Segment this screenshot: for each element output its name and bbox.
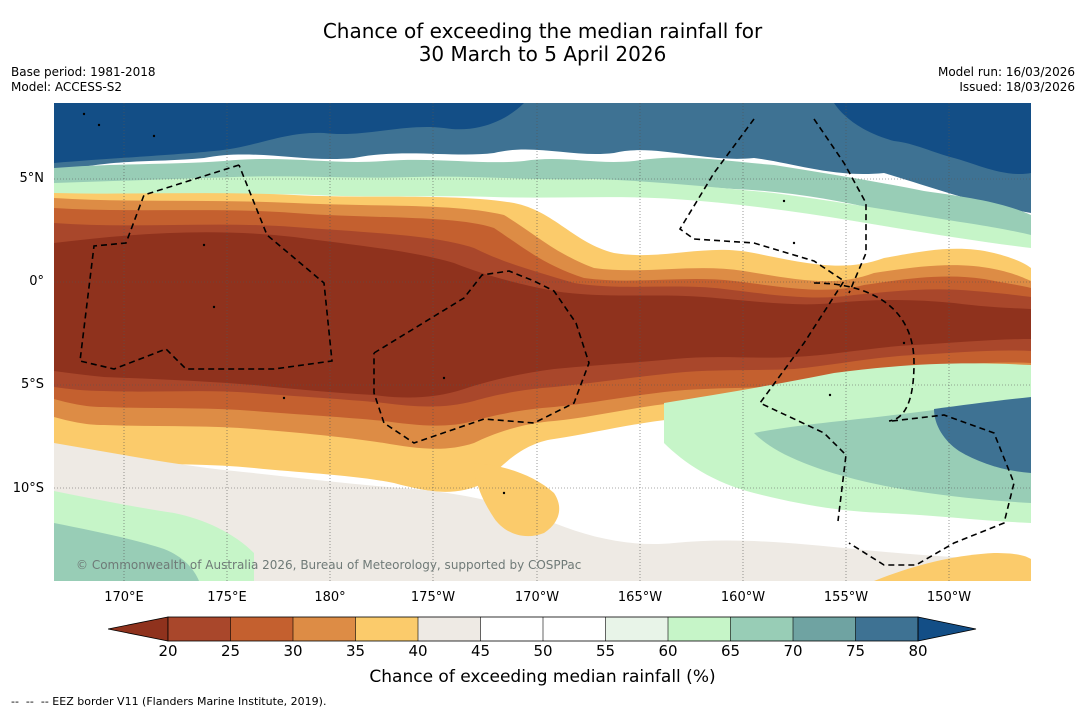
colorbar-swatch-50-55 (543, 617, 606, 641)
lon-label-175w: 175°W (410, 590, 456, 605)
colorbar-tick: 30 (283, 642, 303, 660)
lon-label-175e: 175°E (207, 590, 247, 605)
copyright-credit: © Commonwealth of Australia 2026, Bureau… (76, 558, 582, 572)
colorbar-tick: 80 (908, 642, 928, 660)
model-info: Base period: 1981-2018 Model: ACCESS-S2 (11, 65, 156, 95)
lat-label-0: 0° (29, 274, 44, 289)
colorbar-swatch-35-40 (355, 617, 418, 641)
band-dry-deep-brown (54, 232, 1031, 398)
colorbar-tick: 65 (720, 642, 741, 660)
lat-label-5s: 5°S (20, 377, 44, 392)
colorbar-swatch-45-50 (480, 617, 543, 641)
title-line-2: 30 March to 5 April 2026 (418, 42, 667, 66)
colorbar-high-extend (917, 616, 977, 642)
band-south-east-yellow (874, 553, 1031, 581)
base-period: Base period: 1981-2018 (11, 65, 156, 79)
colorbar-tick: 40 (408, 642, 428, 660)
colorbar-tick: 75 (845, 642, 866, 660)
band-north-dark-blue-east (834, 103, 1031, 175)
lon-label-160w: 160°W (720, 590, 766, 605)
title-line-1: Chance of exceeding the median rainfall … (322, 19, 763, 43)
lat-label-5n: 5°N (19, 171, 45, 186)
islands (82, 112, 906, 495)
lon-label-150w: 150°W (926, 590, 972, 605)
colorbar-dividers (230, 617, 856, 641)
colorbar-swatch-70-75 (793, 617, 856, 641)
band-south-yellow-patch (474, 463, 560, 537)
colorbar (108, 616, 977, 642)
lon-label-170w: 170°W (514, 590, 560, 605)
colorbar-swatch-75-80 (855, 617, 918, 641)
model-name: Model: ACCESS-S2 (11, 80, 123, 94)
band-north-dark-blue (54, 103, 524, 163)
map-title: Chance of exceeding the median rainfall … (0, 20, 1085, 66)
lon-label-165w: 165°W (617, 590, 663, 605)
colorbar-swatch-40-45 (418, 617, 481, 641)
colorbar-tick: 50 (533, 642, 553, 660)
lon-label-180: 180° (314, 590, 346, 605)
colorbar-swatch-60-65 (668, 617, 731, 641)
colorbar-tick: 55 (595, 642, 616, 660)
band-south-blue (934, 397, 1031, 473)
rainfall-map (54, 103, 1031, 581)
colorbar-swatch-65-70 (730, 617, 793, 641)
gridlines (54, 103, 1031, 581)
band-south-neutral (54, 443, 1031, 581)
colorbar-tick: 35 (345, 642, 366, 660)
eez-borders (79, 118, 1015, 566)
colorbar-tick: 20 (158, 642, 178, 660)
colorbar-swatch-30-35 (293, 617, 356, 641)
colorbar-swatch-20-25 (168, 617, 231, 641)
band-north-green (54, 176, 1031, 248)
map-canvas (54, 103, 1031, 581)
lon-label-155w: 155°W (823, 590, 869, 605)
colorbar-swatch-25-30 (230, 617, 293, 641)
colorbar-tick: 70 (783, 642, 803, 660)
lon-label-170e: 170°E (104, 590, 144, 605)
model-run-date: Model run: 16/03/2026 (937, 65, 1075, 79)
colorbar-tick: 45 (470, 642, 491, 660)
issued-date: Issued: 18/03/2026 (959, 80, 1075, 94)
run-info: Model run: 16/03/2026 Issued: 18/03/2026 (938, 65, 1075, 95)
colorbar-low-extend (108, 616, 169, 642)
lat-label-10s: 10°S (12, 481, 44, 496)
colorbar-swatch-55-60 (605, 617, 668, 641)
eez-footnote: -- -- -- EEZ border V11 (Flanders Marine… (11, 695, 327, 708)
band-south-west-teal (54, 523, 199, 581)
colorbar-label: Chance of exceeding median rainfall (%) (369, 667, 716, 687)
colorbar-tick: 25 (220, 642, 241, 660)
colorbar-tick: 60 (658, 642, 678, 660)
